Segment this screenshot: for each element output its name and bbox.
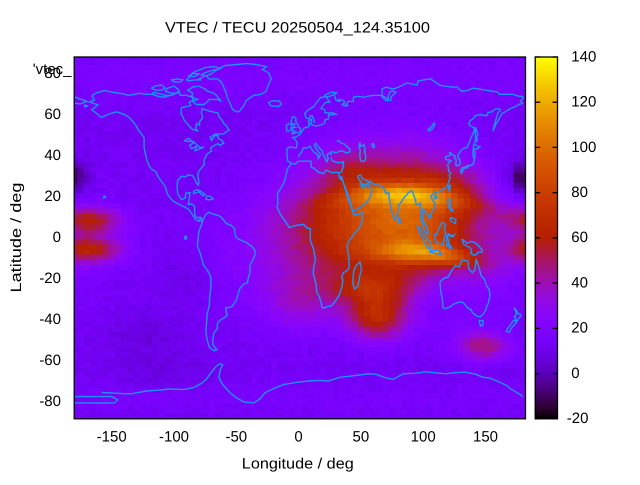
svg-text:0: 0	[571, 365, 579, 382]
svg-text:100: 100	[571, 139, 596, 156]
svg-text:Longitude / deg: Longitude / deg	[242, 456, 354, 473]
svg-text:140: 140	[571, 48, 596, 65]
svg-text:20: 20	[44, 188, 61, 205]
svg-text:100: 100	[411, 429, 436, 446]
svg-text:-100: -100	[159, 429, 189, 446]
svg-text:0: 0	[294, 429, 302, 446]
svg-text:40: 40	[44, 147, 61, 164]
svg-text:80: 80	[44, 65, 61, 82]
svg-text:50: 50	[353, 429, 370, 446]
svg-text:-60: -60	[39, 352, 61, 369]
svg-text:20: 20	[571, 320, 588, 337]
svg-text:-40: -40	[39, 311, 61, 328]
svg-text:-20: -20	[39, 270, 61, 287]
svg-text:60: 60	[571, 229, 588, 246]
svg-text:VTEC / TECU 20250504_124.35100: VTEC / TECU 20250504_124.35100	[165, 20, 430, 37]
svg-text:'vtec_: 'vtec_	[33, 61, 72, 78]
svg-text:Latitude / deg: Latitude / deg	[8, 183, 25, 293]
svg-text:80: 80	[571, 184, 588, 201]
svg-text:-20: -20	[567, 410, 589, 427]
svg-text:40: 40	[571, 274, 588, 291]
svg-text:-150: -150	[97, 429, 127, 446]
svg-text:60: 60	[44, 106, 61, 123]
svg-text:-50: -50	[225, 429, 247, 446]
svg-text:-80: -80	[39, 393, 61, 410]
svg-text:150: 150	[473, 429, 498, 446]
svg-text:0: 0	[53, 229, 61, 246]
svg-text:120: 120	[571, 94, 596, 111]
